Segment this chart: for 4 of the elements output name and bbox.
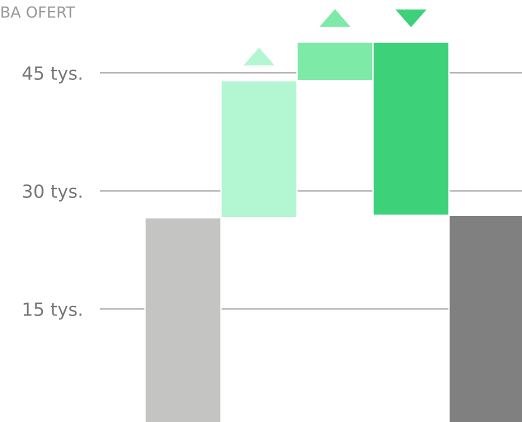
chart-title: BA OFERT [2,6,76,18]
y-tick-label: 45 tys. [22,66,82,84]
y-tick-label: 15 tys. [24,302,82,320]
y-tick-label: 30 tys. [23,184,82,202]
